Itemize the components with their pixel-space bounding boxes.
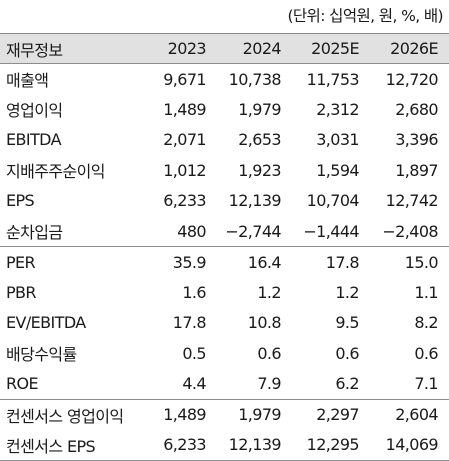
cell-value: 14,069 (370, 429, 449, 461)
table-body: 매출액 9,671 10,738 11,753 12,720 영업이익 1,489 1,979… (0, 64, 449, 461)
table-row: 영업이익 1,489 1,979 2,312 2,680 (0, 94, 449, 125)
cell-value: 1.2 (257, 282, 281, 302)
cell-value: 1,923 (238, 160, 281, 180)
table-row: EV/EBITDA 17.8 10.8 9.5 8.2 (0, 308, 449, 339)
row-label: 매출액 (6, 71, 49, 90)
cell-value: 17.8 (172, 313, 207, 333)
cell-value: 12,139 (217, 429, 292, 461)
cell-value: −1,444 (303, 221, 359, 241)
cell-value: 1,979 (217, 398, 292, 430)
cell-value: 12,720 (385, 69, 439, 89)
table-row: EPS 6,233 12,139 10,704 12,742 (0, 186, 449, 217)
cell-value: 2,604 (370, 398, 449, 430)
cell-value: 7.1 (414, 374, 438, 393)
cell-value: 0.6 (335, 343, 359, 363)
row-label: 지배주주순이익 (6, 162, 105, 182)
header-label: 재무정보 (0, 33, 153, 64)
cell-value: 1,489 (163, 99, 206, 119)
table-row: 순차입금 480 −2,744 −1,444 −2,408 (0, 216, 449, 247)
unit-note: (단위: 십억원, 원, %, 배) (287, 7, 443, 25)
cell-value: 10,738 (228, 69, 282, 89)
cell-value: 3,396 (395, 130, 438, 150)
cell-value: 2,071 (163, 130, 206, 150)
cell-value: 9,671 (163, 69, 206, 89)
cell-value: 2,680 (395, 99, 438, 119)
cell-value: 1,594 (316, 160, 359, 180)
table-row: 배당수익률 0.5 0.6 0.6 0.6 (0, 338, 449, 369)
cell-value: 2,653 (238, 130, 281, 150)
header-year: 2024 (217, 33, 292, 64)
header-year: 2023 (153, 33, 217, 64)
cell-value: −2,408 (382, 221, 438, 241)
table-row: 지배주주순이익 1,012 1,923 1,594 1,897 (0, 155, 449, 186)
cell-value: 17.8 (292, 246, 370, 277)
table-row: PER 35.9 16.4 17.8 15.0 (0, 246, 449, 277)
cell-value: 6,233 (153, 429, 217, 461)
cell-value: 10.8 (247, 313, 282, 333)
header-year: 2025E (292, 33, 370, 64)
row-label: PBR (6, 282, 37, 302)
header-year: 2026E (370, 33, 449, 64)
cell-value: 6.2 (335, 374, 359, 393)
table-row: 매출액 9,671 10,738 11,753 12,720 (0, 64, 449, 95)
row-label: 컨센서스 영업이익 (0, 398, 153, 430)
table-row: PBR 1.6 1.2 1.2 1.1 (0, 277, 449, 308)
row-label: ROE (6, 374, 39, 393)
row-label: 순차입금 (6, 223, 63, 242)
table-row: EBITDA 2,071 2,653 3,031 3,396 (0, 125, 449, 156)
cell-value: 10,704 (306, 191, 360, 211)
row-label: 컨센서스 EPS (0, 429, 153, 461)
cell-value: 16.4 (217, 246, 292, 277)
row-label: PER (0, 246, 153, 277)
cell-value: 1,979 (238, 99, 281, 119)
cell-value: 12,742 (385, 191, 439, 211)
cell-value: 1.1 (414, 282, 438, 302)
cell-value: 12,295 (292, 429, 370, 461)
table-row: ROE 4.4 7.9 6.2 7.1 (0, 369, 449, 400)
cell-value: 8.2 (414, 313, 438, 333)
table-header-row: 재무정보 2023 2024 2025E 2026E (0, 33, 449, 64)
cell-value: 1,012 (163, 160, 206, 180)
cell-value: 2,297 (292, 398, 370, 430)
cell-value: 11,753 (306, 69, 360, 89)
table-row: 컨센서스 EPS 6,233 12,139 12,295 14,069 (0, 429, 449, 461)
cell-value: 0.6 (414, 343, 438, 363)
cell-value: 1.6 (182, 282, 206, 302)
cell-value: 1,897 (395, 160, 438, 180)
cell-value: 0.6 (257, 343, 281, 363)
cell-value: 15.0 (370, 246, 449, 277)
table-row: 컨센서스 영업이익 1,489 1,979 2,297 2,604 (0, 398, 449, 430)
cell-value: 480 (177, 221, 206, 241)
cell-value: 6,233 (163, 191, 206, 211)
row-label: 영업이익 (6, 101, 63, 121)
row-label: EBITDA (6, 130, 62, 150)
cell-value: 7.9 (257, 374, 281, 393)
cell-value: 1.2 (335, 282, 359, 302)
financial-table: 재무정보 2023 2024 2025E 2026E 매출액 9,671 10,73… (0, 33, 449, 461)
row-label: EPS (6, 191, 35, 211)
cell-value: 9.5 (335, 313, 359, 333)
cell-value: −2,744 (225, 221, 281, 241)
cell-value: 35.9 (153, 246, 217, 277)
cell-value: 2,312 (316, 99, 359, 119)
cell-value: 12,139 (228, 191, 282, 211)
row-label: 배당수익률 (6, 345, 77, 365)
cell-value: 4.4 (182, 374, 206, 393)
cell-value: 0.5 (182, 343, 206, 363)
cell-value: 3,031 (316, 130, 359, 150)
row-label: EV/EBITDA (6, 313, 86, 333)
cell-value: 1,489 (153, 398, 217, 430)
